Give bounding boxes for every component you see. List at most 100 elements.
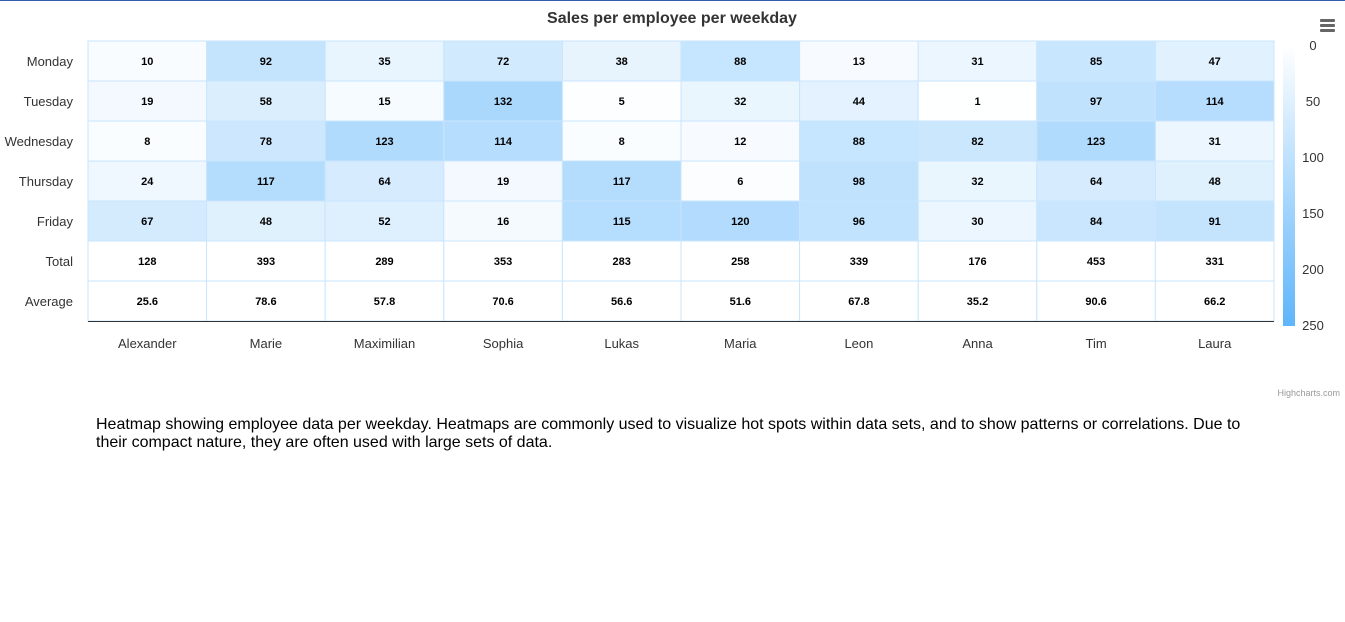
cell-value-label: 289 (375, 256, 393, 268)
cell-value-label: 132 (494, 96, 512, 108)
heatmap-cell[interactable] (1154, 160, 1275, 202)
heatmap-cell[interactable] (799, 200, 919, 242)
y-axis-label: Tuesday (24, 94, 74, 109)
x-axis-label: Tim (1086, 336, 1107, 351)
heatmap-cell[interactable] (680, 160, 801, 202)
cell-value-label: 19 (497, 176, 509, 188)
cell-value-label: 85 (1090, 56, 1102, 68)
color-axis-tick-label: 150 (1302, 206, 1324, 221)
heatmap-cell[interactable] (206, 40, 326, 82)
heatmap-cell[interactable] (561, 240, 682, 282)
heatmap-chart: Sales per employee per weekday 10 92 35 72 3… (5, 10, 1340, 398)
x-axis-label: Marie (250, 336, 283, 351)
heatmap-cell[interactable] (561, 120, 682, 162)
heatmap-cell[interactable] (1036, 40, 1156, 82)
chart-title: Sales per employee per weekday (547, 10, 797, 27)
y-axis-label: Wednesday (5, 134, 74, 149)
x-axis-labels: Alexander Marie Maximilian Sophia Lukas Maria… (118, 336, 1232, 351)
heatmap-cell[interactable] (1154, 280, 1275, 322)
cell-value-label: 92 (260, 56, 272, 68)
heatmap-cell[interactable] (917, 280, 1038, 322)
heatmap-cell[interactable] (680, 80, 801, 122)
cell-value-label: 67.8 (848, 296, 869, 308)
cell-value-label: 1 (974, 96, 980, 108)
cell-value-label: 64 (378, 176, 391, 188)
cell-value-label: 72 (497, 56, 509, 68)
cell-value-label: 91 (1209, 216, 1221, 228)
y-axis-label: Total (46, 254, 74, 269)
heatmap-cell[interactable] (799, 120, 919, 162)
heatmap-cell[interactable] (1036, 200, 1156, 242)
y-axis-label: Thursday (19, 174, 74, 189)
heatmap-cell[interactable] (87, 120, 208, 162)
heatmap-cell[interactable] (87, 80, 208, 122)
y-axis-label: Average (25, 294, 73, 309)
cell-value-label: 283 (613, 256, 631, 268)
heatmap-cell[interactable] (1154, 240, 1275, 282)
heatmap-cell[interactable] (1036, 280, 1156, 322)
cell-value-label: 10 (141, 56, 153, 68)
cell-value-label: 67 (141, 216, 153, 228)
cell-value-label: 48 (1209, 176, 1221, 188)
cell-value-label: 115 (613, 216, 631, 228)
heatmap-cell[interactable] (799, 240, 919, 282)
heatmap-cell[interactable] (917, 200, 1038, 242)
credits-link[interactable]: Highcharts.com (1277, 388, 1340, 398)
heatmap-cell[interactable] (324, 240, 445, 282)
cell-value-label: 32 (734, 96, 746, 108)
x-axis-label: Lukas (604, 336, 639, 351)
color-axis-tick-label: 0 (1309, 38, 1316, 53)
cell-value-label: 339 (850, 256, 868, 268)
cell-value-label: 64 (1090, 176, 1103, 188)
heatmap-cell[interactable] (324, 160, 445, 202)
x-axis-label: Alexander (118, 336, 177, 351)
x-axis-label: Leon (844, 336, 873, 351)
color-axis-bar (1283, 46, 1295, 326)
heatmap-cell[interactable] (917, 160, 1038, 202)
heatmap-cell[interactable] (206, 240, 326, 282)
chart-menu-button[interactable] (1313, 14, 1341, 38)
heatmap-cell[interactable] (324, 120, 445, 162)
heatmap-cell[interactable] (561, 80, 682, 122)
heatmap-cell[interactable] (443, 120, 563, 162)
hamburger-menu-icon-bar (1320, 24, 1335, 27)
heatmap-cell[interactable] (680, 120, 801, 162)
heatmap-cell[interactable] (561, 160, 682, 202)
heatmap-cell[interactable] (799, 80, 919, 122)
x-axis-label: Maximilian (354, 336, 415, 351)
heatmap-cell[interactable] (1154, 120, 1275, 162)
heatmap-cell[interactable] (324, 80, 445, 122)
heatmap-cell[interactable] (206, 80, 326, 122)
heatmap-cell[interactable] (206, 160, 326, 202)
cell-value-label: 393 (257, 256, 275, 268)
cell-value-label: 6 (737, 176, 743, 188)
cell-value-label: 25.6 (137, 296, 158, 308)
cell-value-label: 82 (971, 136, 983, 148)
heatmap-cell[interactable] (917, 240, 1038, 282)
heatmap-cell[interactable] (561, 280, 682, 322)
cell-value-label: 120 (731, 216, 749, 228)
heatmap-cell[interactable] (443, 160, 563, 202)
hamburger-menu-icon-bar (1320, 29, 1335, 32)
heatmap-cell[interactable] (206, 280, 326, 322)
cell-value-label: 8 (619, 136, 625, 148)
heatmap-cell[interactable] (1154, 80, 1275, 122)
hamburger-menu-icon (1320, 19, 1335, 22)
cell-value-label: 32 (971, 176, 983, 188)
heatmap-cell[interactable] (917, 80, 1038, 122)
heatmap-cell[interactable] (917, 40, 1038, 82)
heatmap-cell[interactable] (1154, 40, 1275, 82)
cell-value-label: 56.6 (611, 296, 632, 308)
cell-value-label: 44 (853, 96, 866, 108)
x-axis-label: Laura (1198, 336, 1232, 351)
heatmap-cell[interactable] (1036, 80, 1156, 122)
cell-value-label: 70.6 (492, 296, 513, 308)
heatmap-cell[interactable] (1036, 120, 1156, 162)
cell-value-label: 114 (1206, 96, 1225, 108)
heatmap-cell[interactable] (680, 280, 801, 322)
cell-value-label: 38 (616, 56, 628, 68)
heatmap-cell[interactable] (917, 120, 1038, 162)
color-axis-labels: 0 50 100 150 200 250 (1302, 38, 1324, 333)
heatmap-cell[interactable] (324, 280, 445, 322)
cell-value-label: 19 (141, 96, 153, 108)
